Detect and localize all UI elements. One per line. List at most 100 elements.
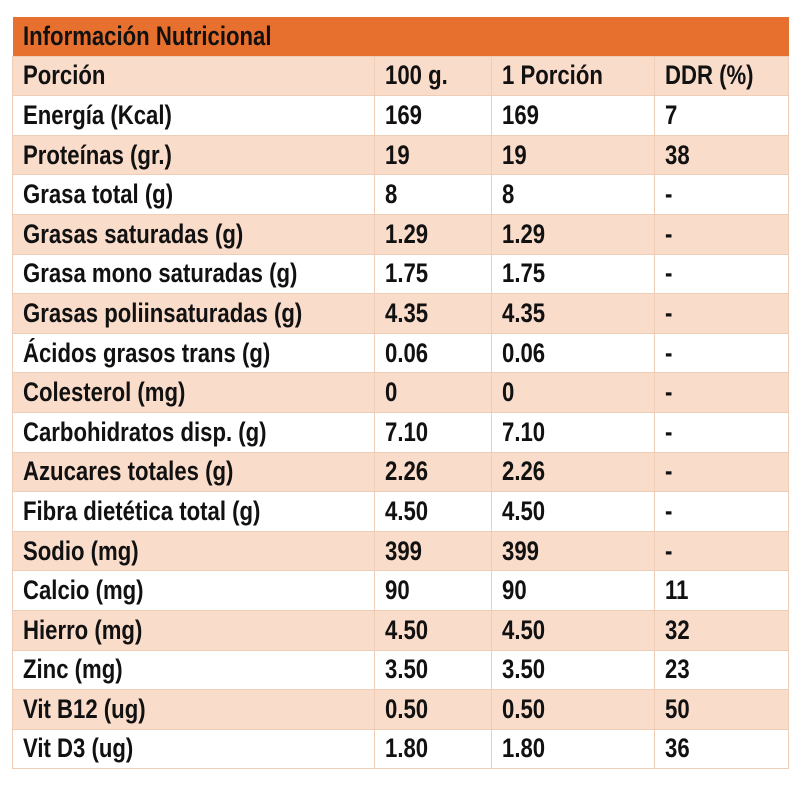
table-cell: 90 [490,570,655,611]
table-row: Energía (Kcal) 169 169 7 [12,95,790,136]
table-cell: 1.75 [373,253,492,295]
table-row: Azucares totales (g) 2.26 2.26 - [12,451,790,493]
table-cell: 0.50 [373,689,492,730]
nutrient-value: 1.29 [384,218,428,249]
nutrient-value: 11 [664,575,689,606]
table-row: Colesterol (mg) 0 0 - [12,372,790,413]
nutrition-table: Información Nutricional Porción 100 g. 1… [12,17,790,770]
table-row: Grasas saturadas (g) 1.29 1.29 - [12,213,790,255]
table-row: Zinc (mg) 3.50 3.50 23 [12,649,790,691]
table-cell: 399 [490,530,655,572]
nutrient-value: 19 [501,139,527,170]
nutrient-value: - [664,416,672,447]
nutrient-value: 1.80 [501,733,545,764]
nutrient-value: 90 [501,575,527,606]
table-row: Hierro (mg) 4.50 4.50 32 [12,609,790,651]
table-cell: Energía (Kcal) [12,95,375,136]
nutrient-value: 3.50 [384,654,428,685]
table-cell: 169 [490,95,655,136]
nutrient-value: 1.29 [501,218,545,249]
nutrient-name: Grasa mono saturadas (g) [23,258,298,289]
nutrient-name: Colesterol (mg) [23,377,186,408]
nutrient-value: 32 [664,614,690,645]
nutrient-value: 23 [664,654,690,685]
table-cell: 4.50 [490,609,655,651]
nutrient-value: 0.50 [384,693,428,724]
table-cell: 4.50 [490,491,655,532]
nutrient-value: 0 [384,377,397,408]
nutrient-value: 3.50 [501,654,545,685]
table-cell: 399 [373,530,492,572]
nutrient-value: 399 [501,535,539,566]
nutrient-name: Ácidos grasos trans (g) [23,337,271,368]
table-title: Información Nutricional [22,20,271,51]
header-cell: 1 Porción [490,55,655,97]
header-cell: Porción [12,55,375,97]
table-cell: - [653,530,790,572]
table-cell: 19 [490,134,655,176]
table-cell: 1.29 [373,213,492,255]
table-cell: Proteínas (gr.) [12,134,375,176]
nutrient-value: - [664,337,672,368]
table-cell: Colesterol (mg) [12,372,375,413]
nutrient-name: Grasas poliinsaturadas (g) [23,297,303,328]
nutrient-value: 4.50 [501,495,545,526]
nutrient-name: Vit D3 (ug) [23,733,134,764]
header-100g: 100 g. [384,60,448,91]
nutrient-value: 4.35 [501,297,545,328]
table-cell: 23 [653,649,790,691]
nutrient-name: Vit B12 (ug) [23,693,146,724]
nutrient-value: - [664,297,672,328]
nutrient-value: 0.06 [384,337,428,368]
title-row: Información Nutricional [12,17,789,57]
table-cell: 3.50 [490,649,655,691]
table-title-cell: Información Nutricional [12,17,789,57]
nutrient-value: 7 [664,99,677,130]
nutrient-value: - [664,535,672,566]
table-row: Grasa mono saturadas (g) 1.75 1.75 - [12,253,790,295]
table-cell: Vit D3 (ug) [12,728,375,770]
table-cell: 4.50 [373,491,492,532]
nutrient-value: 0 [501,377,514,408]
table-row: Ácidos grasos trans (g) 0.06 0.06 - [12,332,790,374]
table-cell: Hierro (mg) [12,609,375,651]
table-cell: - [653,293,790,334]
table-cell: Zinc (mg) [12,649,375,691]
nutrient-name: Hierro (mg) [23,614,143,645]
nutrient-value: 1.75 [384,258,428,289]
nutrient-value: - [664,179,672,210]
nutrient-value: - [664,456,672,487]
table-cell: 50 [653,689,790,730]
nutrient-value: 169 [501,99,539,130]
table-cell: 38 [653,134,790,176]
table-cell: 90 [373,570,492,611]
table-cell: 8 [373,174,492,215]
table-row: Proteínas (gr.) 19 19 38 [12,134,790,176]
table-cell: 2.26 [373,451,492,493]
table-cell: 1.80 [373,728,492,770]
table-cell: 8 [490,174,655,215]
nutrient-value: 19 [384,139,410,170]
nutrient-name: Carbohidratos disp. (g) [23,416,267,447]
nutrient-value: 38 [664,139,690,170]
nutrient-value: 8 [501,179,514,210]
table-cell: Sodio (mg) [12,530,375,572]
table-cell: 3.50 [373,649,492,691]
nutrient-name: Sodio (mg) [23,535,139,566]
table-cell: - [653,491,790,532]
table-cell: 36 [653,728,790,770]
table-cell: Grasas saturadas (g) [12,213,375,255]
nutrient-name: Fibra dietética total (g) [23,495,261,526]
nutrient-value: 169 [384,99,422,130]
nutrient-value: - [664,258,672,289]
nutrient-value: - [664,218,672,249]
nutrient-value: 4.50 [384,614,428,645]
table-row: Grasa total (g) 8 8 - [12,174,790,215]
table-cell: - [653,332,790,374]
table-row: Grasas poliinsaturadas (g) 4.35 4.35 - [12,293,790,334]
nutrient-value: 2.26 [384,456,428,487]
nutrient-value: 2.26 [501,456,545,487]
table-cell: 1.80 [490,728,655,770]
nutrient-value: 4.35 [384,297,428,328]
table-cell: 11 [653,570,790,611]
